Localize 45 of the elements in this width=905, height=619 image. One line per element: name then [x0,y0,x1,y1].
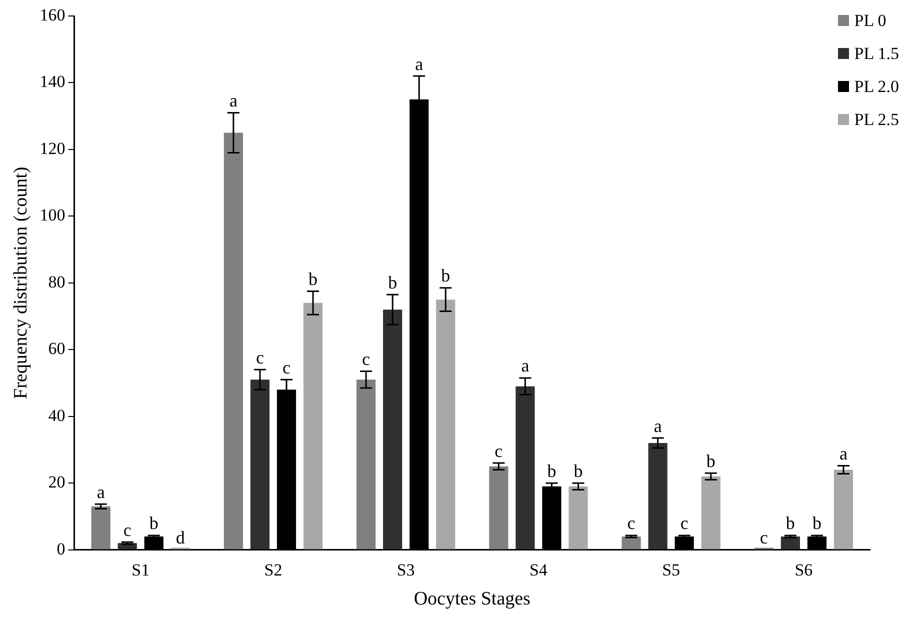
legend-label: PL 1.5 [854,44,899,64]
legend-label: PL 2.0 [854,76,899,96]
data-label: b [574,460,583,481]
y-tick-label: 120 [40,138,66,158]
data-label: c [760,528,768,548]
y-tick-label: 160 [40,5,66,24]
x-tick-label: S4 [529,560,548,580]
data-label: b [547,460,556,481]
x-tick-label: S2 [264,560,282,580]
data-label: a [229,90,238,110]
y-tick-label: 0 [56,539,66,558]
data-label: c [282,357,290,378]
y-tick-label: 40 [48,406,66,425]
data-label: c [494,440,503,461]
data-label: b [388,272,398,292]
legend-label: PL 0 [854,10,886,30]
data-label: d [176,528,185,548]
x-tick-label: S3 [396,560,415,580]
x-tick-label: S5 [662,560,680,580]
y-tick-label: 100 [40,206,66,225]
x-tick-label: S1 [132,560,150,580]
data-label: b [149,513,158,534]
data-label: b [706,450,716,471]
data-label: a [654,416,662,436]
x-tick-label: S6 [794,560,813,580]
data-label: a [415,54,424,74]
data-label: b [441,266,450,286]
y-tick-label: 80 [48,272,66,292]
data-label: c [256,347,264,368]
data-label: c [627,513,636,534]
data-label: c [123,520,132,540]
x-axis-title: Oocytes Stages [414,588,530,610]
data-label: a [521,356,530,376]
data-label: a [96,482,105,502]
data-label: c [362,349,370,370]
y-tick-label: 140 [40,72,66,92]
data-label: b [308,268,318,289]
legend-label: PL 2.5 [854,110,899,130]
y-tick-label: 60 [48,339,66,358]
y-axis-title: Frequency distribution (count) [10,166,32,399]
y-tick-label: 20 [48,472,66,492]
data-label: b [786,513,795,534]
data-label: a [839,443,848,464]
data-label: c [680,513,688,534]
data-label: b [812,513,822,534]
